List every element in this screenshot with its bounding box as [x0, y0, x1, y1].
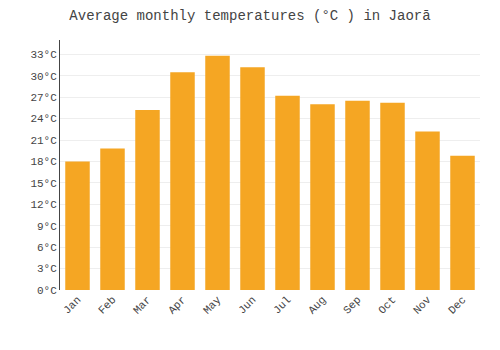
svg-text:Jun: Jun: [236, 294, 258, 316]
svg-text:24°C: 24°C: [30, 113, 57, 125]
svg-text:15°C: 15°C: [30, 178, 57, 190]
svg-text:27°C: 27°C: [30, 92, 57, 104]
svg-text:18°C: 18°C: [30, 156, 57, 168]
svg-text:Aug: Aug: [306, 294, 328, 316]
svg-text:Dec: Dec: [446, 294, 468, 316]
svg-text:33°C: 33°C: [30, 49, 57, 61]
svg-text:Nov: Nov: [411, 294, 434, 317]
svg-text:21°C: 21°C: [30, 135, 57, 147]
svg-text:Oct: Oct: [376, 294, 398, 316]
svg-text:Sep: Sep: [341, 294, 363, 316]
svg-text:6°C: 6°C: [37, 242, 57, 254]
svg-text:12°C: 12°C: [30, 199, 57, 211]
svg-text:Feb: Feb: [96, 294, 118, 316]
svg-text:Jul: Jul: [271, 294, 293, 316]
svg-text:30°C: 30°C: [30, 71, 57, 83]
svg-text:Mar: Mar: [131, 294, 153, 316]
svg-text:Jan: Jan: [61, 294, 83, 316]
svg-text:9°C: 9°C: [37, 221, 57, 233]
svg-text:0°C: 0°C: [37, 285, 57, 297]
svg-text:Apr: Apr: [166, 294, 188, 316]
svg-text:May: May: [201, 294, 224, 317]
svg-text:3°C: 3°C: [37, 263, 57, 275]
svg-text:Average monthly temperatures (: Average monthly temperatures (°C ) in Ja…: [69, 8, 430, 24]
